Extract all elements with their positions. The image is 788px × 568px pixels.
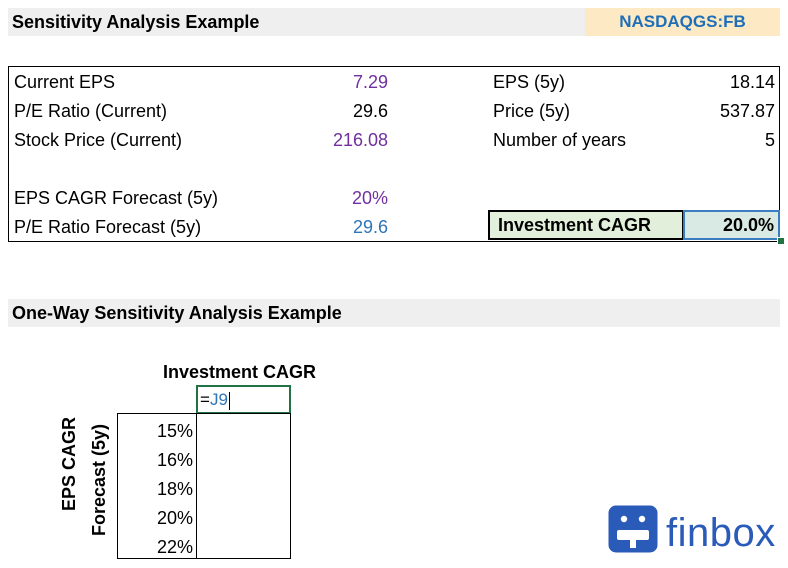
row-value-20[interactable]: 20% — [156, 508, 193, 528]
price-5y-value[interactable]: 537.87 — [719, 101, 775, 121]
eps-cagr-value[interactable]: 20% — [351, 188, 388, 208]
section-band — [8, 299, 780, 327]
current-eps-value[interactable]: 7.29 — [352, 72, 388, 92]
stock-price-label: Stock Price (Current) — [14, 130, 183, 150]
eps-5y-value[interactable]: 18.14 — [729, 72, 775, 92]
pe-forecast-value[interactable]: 29.6 — [352, 217, 388, 237]
column-title: Investment CAGR — [163, 362, 317, 382]
price-5y-label: Price (5y) — [493, 101, 571, 121]
finbox-logo-text: finbox — [666, 511, 776, 555]
pe-ratio-value[interactable]: 29.6 — [352, 101, 388, 121]
formula-reference: J9 — [209, 390, 228, 409]
eps-cagr-label: EPS CAGR Forecast (5y) — [14, 188, 219, 208]
row-value-22[interactable]: 22% — [156, 537, 193, 557]
fill-handle[interactable] — [777, 237, 785, 245]
result-column[interactable] — [196, 413, 291, 559]
years-value[interactable]: 5 — [764, 130, 775, 150]
finbox-logo-icon — [608, 505, 658, 553]
current-eps-label: Current EPS — [14, 72, 116, 92]
investment-cagr-label: Investment CAGR — [488, 210, 684, 240]
page-title: Sensitivity Analysis Example — [12, 12, 260, 32]
row-value-18[interactable]: 18% — [156, 479, 193, 499]
pe-ratio-label: P/E Ratio (Current) — [14, 101, 168, 121]
stock-price-value[interactable]: 216.08 — [332, 130, 388, 150]
section-title: One-Way Sensitivity Analysis Example — [12, 303, 342, 323]
ticker-badge[interactable]: NASDAQGS:FB — [585, 8, 780, 36]
row-value-16[interactable]: 16% — [156, 450, 193, 470]
formula-cell[interactable]: =J9 — [196, 385, 291, 414]
investment-cagr-value[interactable]: 20.0% — [683, 210, 780, 240]
formula-equals: = — [200, 390, 210, 409]
row-axis-label-line2: Forecast (5y) — [89, 423, 109, 537]
eps-5y-label: EPS (5y) — [493, 72, 566, 92]
row-value-15[interactable]: 15% — [156, 421, 193, 441]
text-cursor — [228, 391, 230, 410]
inputs-box — [8, 66, 780, 242]
years-label: Number of years — [493, 130, 627, 150]
pe-forecast-label: P/E Ratio Forecast (5y) — [14, 217, 202, 237]
row-axis-label-line1: EPS CAGR — [59, 416, 79, 512]
